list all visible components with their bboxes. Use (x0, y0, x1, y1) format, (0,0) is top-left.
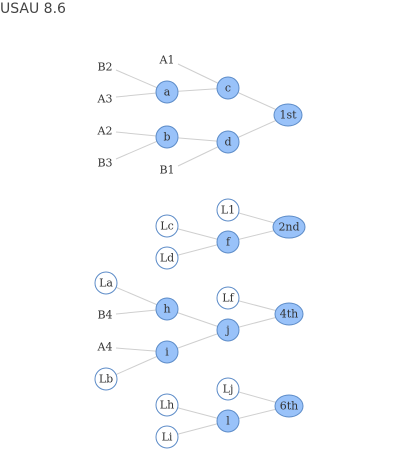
node-Li[interactable]: Li (155, 425, 179, 449)
loser-nodes: L1 Lc Ld La Lf Lb Lj Lh Li (94, 198, 240, 449)
node-h-label: h (163, 303, 170, 316)
node-L1-label: L1 (221, 204, 235, 217)
node-b[interactable]: b (155, 125, 179, 149)
node-f[interactable]: f (216, 230, 240, 254)
node-i[interactable]: i (155, 340, 179, 364)
node-Lf[interactable]: Lf (216, 286, 240, 310)
node-2nd-label: 2nd (278, 221, 299, 234)
node-4th[interactable]: 4th (274, 302, 304, 326)
node-j[interactable]: j (216, 318, 240, 342)
node-Ld-label: Ld (160, 252, 174, 265)
node-Ld[interactable]: Ld (155, 246, 179, 270)
node-Lj-label: Lj (223, 383, 234, 396)
node-c-label: c (225, 82, 231, 95)
node-La-label: La (99, 277, 113, 290)
node-1st-label: 1st (279, 109, 297, 122)
node-B4: B4 (97, 309, 112, 322)
node-c[interactable]: c (216, 76, 240, 100)
node-j-label: j (224, 324, 229, 337)
node-La[interactable]: La (94, 271, 118, 295)
edges (105, 63, 290, 438)
node-f-label: f (226, 236, 231, 249)
node-6th[interactable]: 6th (274, 394, 304, 418)
node-i-label: i (165, 346, 169, 359)
node-Li-label: Li (162, 431, 173, 444)
node-L1[interactable]: L1 (216, 198, 240, 222)
node-Lj[interactable]: Lj (216, 377, 240, 401)
node-d[interactable]: d (216, 130, 240, 154)
node-B2: B2 (97, 61, 112, 74)
node-Lh-label: Lh (160, 399, 174, 412)
node-A3: A3 (97, 93, 113, 106)
node-B1: B1 (159, 164, 174, 177)
node-l-label: l (226, 415, 230, 428)
node-A1: A1 (159, 54, 175, 67)
node-Lc[interactable]: Lc (155, 214, 179, 238)
node-a[interactable]: a (155, 80, 179, 104)
node-4th-label: 4th (280, 308, 299, 321)
seed-labels: B2 A3 A1 A2 B3 B1 B4 A4 (97, 54, 175, 354)
node-b-label: b (163, 131, 170, 144)
node-Lh[interactable]: Lh (155, 393, 179, 417)
node-d-label: d (224, 136, 231, 149)
node-a-label: a (164, 86, 171, 99)
node-1st[interactable]: 1st (273, 103, 303, 127)
node-Lc-label: Lc (160, 220, 173, 233)
node-Lb[interactable]: Lb (94, 367, 118, 391)
node-Lf-label: Lf (222, 292, 234, 305)
node-A2: A2 (97, 125, 113, 138)
node-l[interactable]: l (216, 409, 240, 433)
node-h[interactable]: h (155, 297, 179, 321)
page-title: USAU 8.6 (0, 1, 66, 17)
node-2nd[interactable]: 2nd (272, 215, 306, 239)
game-nodes: a c b d 1st f 2nd h j 4th i l 6th (155, 76, 306, 433)
node-B3: B3 (97, 157, 112, 170)
node-6th-label: 6th (280, 400, 299, 413)
node-Lb-label: Lb (99, 373, 113, 386)
node-A4: A4 (97, 341, 113, 354)
